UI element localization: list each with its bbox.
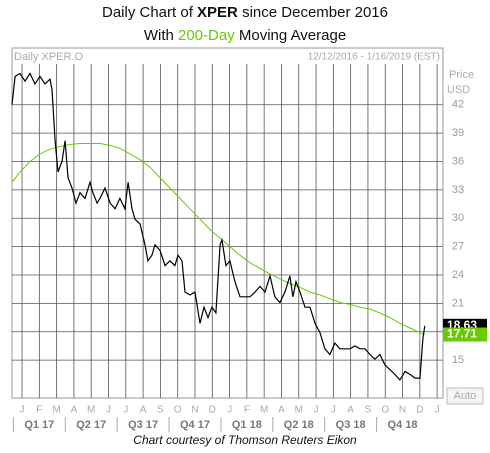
subtitle-part: Moving Average bbox=[239, 27, 346, 44]
x-tick-label: M bbox=[87, 405, 95, 416]
x-tick-label: J bbox=[106, 405, 111, 416]
quarter-label: Q2 18 bbox=[284, 419, 314, 431]
x-tick-label: J bbox=[314, 405, 319, 416]
title-part: XPER bbox=[197, 4, 238, 21]
x-tick-label: D bbox=[416, 405, 423, 416]
y-axis-label: Price bbox=[449, 69, 474, 81]
title-part: since December 2016 bbox=[242, 4, 388, 21]
quarter-label: Q4 17 bbox=[180, 419, 210, 431]
y-axis-label: USD bbox=[447, 84, 470, 96]
x-tick-label: A bbox=[278, 405, 285, 416]
series-line bbox=[11, 72, 426, 382]
x-tick-label: F bbox=[36, 405, 42, 416]
y-tick-label: 33 bbox=[452, 184, 464, 196]
x-tick-label: S bbox=[157, 405, 164, 416]
y-tick-label: 27 bbox=[452, 241, 464, 253]
subtitle-part: 200-Day bbox=[178, 27, 235, 44]
y-tick-label: 15 bbox=[452, 354, 464, 366]
x-tick-label: J bbox=[20, 405, 25, 416]
x-tick-label: M bbox=[295, 405, 303, 416]
y-tick-label: 21 bbox=[452, 297, 464, 309]
x-tick-label: J bbox=[227, 405, 232, 416]
quarter-label: Q1 17 bbox=[24, 419, 54, 431]
title-part: Daily Chart of bbox=[102, 4, 194, 21]
series-line bbox=[11, 143, 425, 335]
y-tick-label: 42 bbox=[452, 99, 464, 111]
x-tick-label: S bbox=[365, 405, 372, 416]
x-tick-label: N bbox=[191, 405, 198, 416]
chart-title: Daily Chart of XPER since December 2016 bbox=[102, 4, 388, 21]
x-tick-label: J bbox=[123, 405, 128, 416]
x-tick-label: J bbox=[331, 405, 336, 416]
x-tick-label: O bbox=[381, 405, 389, 416]
x-tick-label: D bbox=[209, 405, 216, 416]
x-tick-label: J bbox=[435, 405, 440, 416]
x-tick-label: A bbox=[71, 405, 78, 416]
subtitle-part: With bbox=[144, 27, 174, 44]
quarter-label: Q4 18 bbox=[388, 419, 418, 431]
y-tick-label: 39 bbox=[452, 127, 464, 139]
x-tick-label: A bbox=[140, 405, 147, 416]
y-tick-label: 24 bbox=[452, 269, 464, 281]
x-tick-label: A bbox=[347, 405, 354, 416]
footer: Chart courtesy of Thomson Reuters Eikon bbox=[133, 433, 357, 447]
x-tick-label: M bbox=[52, 405, 60, 416]
symbol: Daily XPER.O bbox=[14, 51, 84, 63]
quarter-label: Q1 18 bbox=[232, 419, 262, 431]
quarter-label: Q3 17 bbox=[128, 419, 158, 431]
date-range: 12/12/2016 - 1/16/2019 (EST) bbox=[308, 52, 440, 63]
last-value-box bbox=[443, 327, 487, 342]
x-tick-label: F bbox=[244, 405, 250, 416]
last-value-label: 17.71 bbox=[447, 327, 477, 341]
x-tick-label: O bbox=[174, 405, 182, 416]
y-tick-label: 30 bbox=[452, 212, 464, 224]
plot-frame bbox=[11, 47, 444, 399]
auto-button-label[interactable]: Auto bbox=[454, 390, 477, 402]
quarter-label: Q3 18 bbox=[336, 419, 366, 431]
y-tick-label: 36 bbox=[452, 155, 464, 167]
auto-button[interactable] bbox=[446, 387, 484, 405]
x-tick-label: N bbox=[399, 405, 406, 416]
x-tick-label: M bbox=[260, 405, 268, 416]
chart-subtitle: With 200-Day Moving Average bbox=[144, 27, 346, 44]
quarter-label: Q2 17 bbox=[76, 419, 106, 431]
